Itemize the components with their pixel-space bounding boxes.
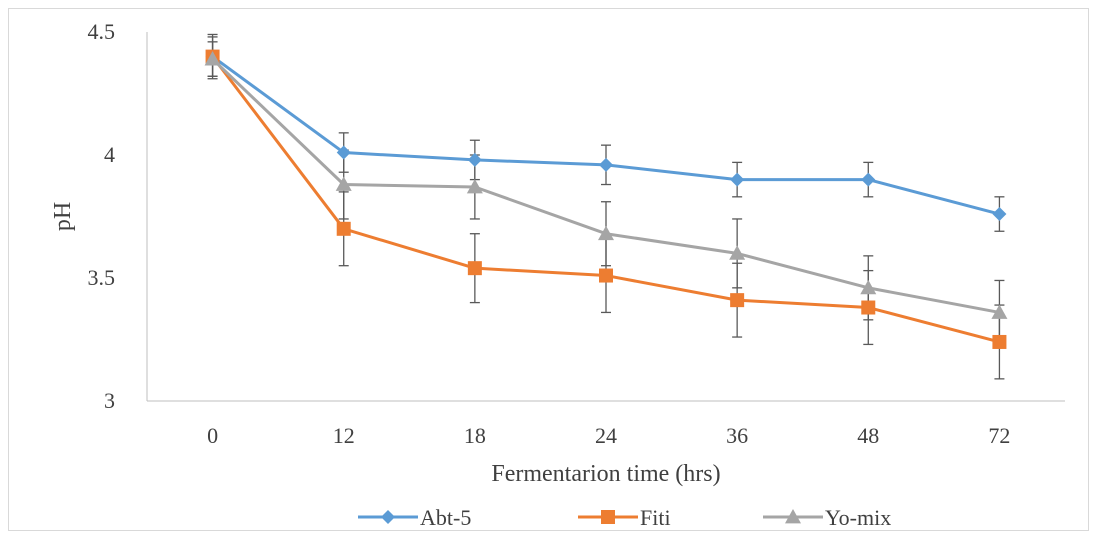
- x-tick-label: 36: [726, 423, 748, 448]
- data-point-fiti: [861, 300, 876, 315]
- data-point-fiti: [730, 293, 745, 308]
- data-point-abt-5: [730, 172, 745, 187]
- x-tick-label: 24: [595, 423, 617, 448]
- x-tick-label: 12: [333, 423, 355, 448]
- data-point-yo-mix: [729, 245, 746, 260]
- y-tick-label: 3: [104, 388, 115, 413]
- data-point-yo-mix: [991, 304, 1008, 319]
- data-point-yo-mix: [598, 225, 614, 241]
- data-point-yo-mix: [860, 279, 877, 295]
- legend-marker-yo-mix: [785, 509, 801, 524]
- data-point-fiti: [599, 268, 613, 283]
- legend-label-abt-5: Abt-5: [420, 505, 471, 530]
- data-point-fiti: [336, 221, 351, 236]
- chart-frame: [8, 8, 1089, 531]
- y-tick-label: 4.5: [88, 19, 116, 44]
- data-point-fiti: [992, 334, 1007, 349]
- data-point-abt-5: [992, 207, 1007, 222]
- legend-marker-fiti: [601, 510, 615, 524]
- x-tick-label: 0: [207, 423, 218, 448]
- legend-label-yo-mix: Yo-mix: [825, 505, 891, 530]
- y-tick-label: 4: [104, 142, 115, 167]
- data-point-abt-5: [861, 172, 876, 187]
- data-point-yo-mix: [466, 178, 483, 194]
- y-axis-title: pH: [50, 202, 76, 231]
- x-tick-label: 72: [988, 423, 1010, 448]
- data-point-abt-5: [599, 157, 613, 172]
- data-point-abt-5: [336, 145, 351, 160]
- data-point-abt-5: [467, 152, 482, 167]
- legend-label-fiti: Fiti: [640, 505, 671, 530]
- x-tick-label: 48: [857, 423, 879, 448]
- x-tick-label: 18: [464, 423, 486, 448]
- data-point-fiti: [467, 261, 482, 276]
- data-point-yo-mix: [204, 51, 221, 66]
- legend-marker-abt-5: [381, 510, 395, 524]
- y-tick-label: 3.5: [88, 265, 116, 290]
- series-line-abt-5: [211, 55, 1000, 216]
- x-axis-title: Fermentarion time (hrs): [491, 461, 720, 487]
- data-point-yo-mix: [335, 176, 352, 191]
